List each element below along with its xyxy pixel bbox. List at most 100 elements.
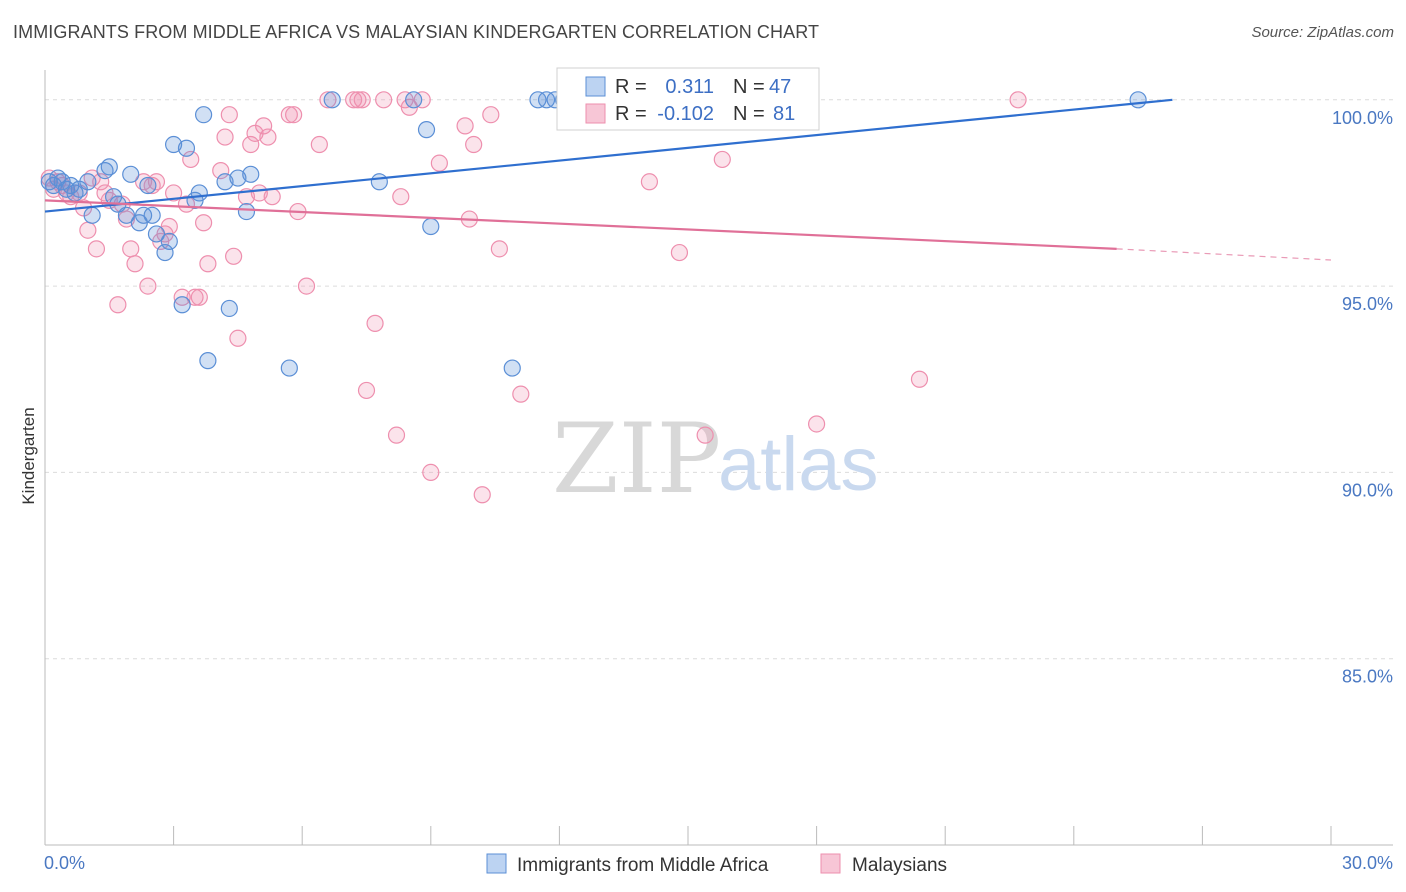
trend-line-malaysians (44, 199, 1117, 250)
point-malaysians (195, 214, 213, 232)
chart-title: IMMIGRANTS FROM MIDDLE AFRICA VS MALAYSI… (13, 22, 820, 42)
point-middle-africa (1129, 91, 1147, 109)
point-malaysians (490, 240, 508, 258)
point-middle-africa (117, 206, 136, 224)
point-middle-africa (173, 296, 191, 314)
point-malaysians (310, 135, 328, 154)
point-malaysians (482, 106, 500, 124)
watermark-zip: ZIP (552, 403, 721, 515)
point-malaysians (366, 314, 384, 332)
point-malaysians (79, 221, 97, 239)
legend-swatch-blue (585, 76, 606, 97)
point-middle-africa (220, 299, 238, 318)
point-malaysians (212, 162, 230, 180)
point-malaysians (349, 91, 367, 109)
source-label: Source: ZipAtlas.com (1251, 24, 1394, 41)
point-middle-africa (156, 243, 174, 262)
bottom-legend-swatch-pink (820, 853, 841, 874)
point-middle-africa (143, 206, 161, 224)
bottom-legend: Immigrants from Middle Africa Malaysians (486, 853, 947, 876)
point-malaysians (229, 329, 247, 347)
y-tick-label: 90.0% (1342, 480, 1393, 500)
point-malaysians (87, 240, 106, 258)
point-middle-africa (83, 206, 101, 224)
bottom-legend-label-pink: Malaysians (852, 855, 947, 876)
legend-r-pink: -0.102 (657, 103, 714, 125)
point-malaysians (807, 415, 826, 433)
watermark-atlas: atlas (718, 422, 879, 507)
point-middle-africa (229, 169, 247, 187)
point-malaysians (160, 217, 178, 236)
trend-lines (44, 98, 1332, 261)
point-middle-africa (503, 359, 521, 377)
point-malaysians (186, 288, 204, 306)
point-middle-africa (177, 139, 196, 157)
point-malaysians (126, 255, 144, 273)
point-middle-africa (199, 352, 217, 370)
point-malaysians (910, 370, 929, 388)
point-malaysians (353, 91, 371, 109)
point-middle-africa (122, 165, 140, 183)
point-malaysians (473, 486, 491, 504)
point-malaysians (242, 135, 260, 154)
point-malaysians (177, 195, 196, 213)
y-tick-label: 95.0% (1342, 294, 1393, 314)
tick-labels: 85.0% 90.0% 95.0% 100.0% 0.0% 30.0% (44, 108, 1393, 873)
point-middle-africa (160, 232, 178, 250)
point-malaysians (165, 184, 183, 202)
point-middle-africa (139, 176, 157, 195)
point-middle-africa (237, 202, 256, 221)
legend-r-label: R = (615, 76, 647, 98)
point-malaysians (190, 288, 208, 306)
point-malaysians (713, 150, 731, 169)
point-middle-africa (165, 135, 183, 154)
point-middle-africa (79, 173, 97, 191)
trend-line-middle-africa (44, 98, 1173, 213)
point-middle-africa (216, 173, 234, 191)
axes (44, 70, 1393, 846)
bottom-legend-label-blue: Immigrants from Middle Africa (517, 855, 769, 876)
point-malaysians (109, 296, 127, 314)
legend-swatch-pink (585, 103, 606, 124)
point-malaysians (465, 135, 483, 154)
point-malaysians (92, 173, 110, 191)
point-middle-africa (405, 91, 423, 109)
correlation-legend: R = 0.311 N = 47 R = -0.102 N = 81 (556, 67, 820, 131)
point-malaysians (375, 91, 393, 109)
point-malaysians (122, 240, 140, 258)
point-middle-africa (280, 359, 298, 377)
point-middle-africa (195, 106, 213, 124)
point-malaysians (225, 247, 243, 265)
legend-n-label: N = (733, 76, 765, 98)
point-malaysians (670, 243, 689, 262)
point-malaysians (285, 106, 303, 124)
point-malaysians (147, 173, 166, 191)
watermark: ZIP atlas (552, 403, 879, 515)
point-malaysians (696, 426, 714, 444)
legend-r-blue: 0.311 (665, 76, 714, 98)
point-malaysians (640, 173, 659, 191)
point-malaysians (199, 255, 217, 273)
legend-n-blue: 47 (769, 76, 791, 98)
point-malaysians (456, 117, 474, 135)
point-middle-africa (323, 91, 341, 109)
trend-line-malaysians-extension (1116, 248, 1332, 261)
point-middle-africa (147, 225, 166, 243)
point-malaysians (139, 277, 157, 295)
point-middle-africa (190, 184, 208, 202)
point-malaysians (297, 277, 316, 295)
y-tick-label: 85.0% (1342, 667, 1393, 687)
bottom-legend-swatch-blue (486, 853, 507, 874)
point-malaysians (220, 106, 238, 124)
point-malaysians (280, 106, 298, 124)
x-tick-label: 0.0% (44, 853, 85, 873)
point-middle-africa (417, 121, 436, 139)
point-malaysians (387, 426, 406, 444)
legend-r-label-2: R = (615, 103, 647, 125)
point-malaysians (512, 385, 530, 403)
point-middle-africa (370, 173, 388, 191)
y-tick-label: 100.0% (1332, 108, 1393, 128)
point-middle-africa (242, 165, 260, 183)
point-malaysians (357, 381, 376, 400)
